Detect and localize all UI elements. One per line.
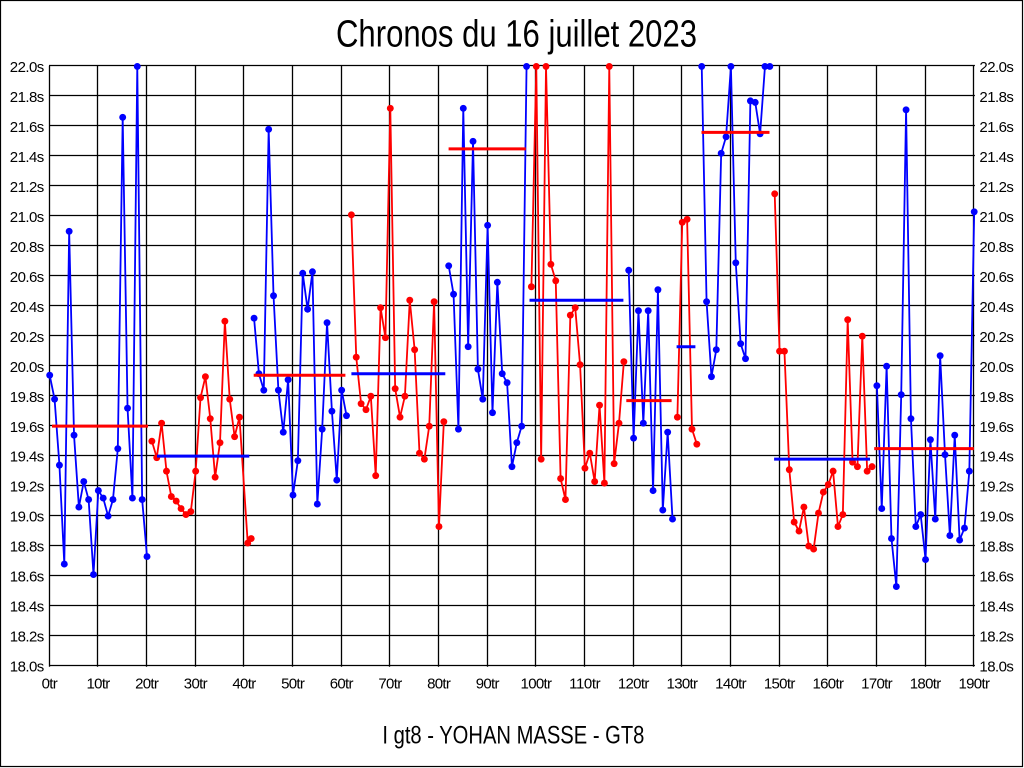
svg-text:20.4s: 20.4s bbox=[10, 299, 45, 316]
svg-text:20.4s: 20.4s bbox=[979, 299, 1014, 316]
svg-text:18.6s: 18.6s bbox=[979, 569, 1014, 586]
svg-text:140tr: 140tr bbox=[715, 675, 747, 692]
svg-text:18.0s: 18.0s bbox=[979, 659, 1014, 676]
svg-text:22.0s: 22.0s bbox=[10, 59, 45, 76]
svg-text:18.2s: 18.2s bbox=[10, 629, 45, 646]
svg-text:21.4s: 21.4s bbox=[979, 149, 1014, 166]
svg-text:21.8s: 21.8s bbox=[10, 89, 45, 106]
svg-text:18.4s: 18.4s bbox=[10, 599, 45, 616]
svg-text:10tr: 10tr bbox=[87, 675, 111, 692]
svg-text:110tr: 110tr bbox=[569, 675, 601, 692]
svg-text:19.2s: 19.2s bbox=[10, 479, 45, 496]
svg-text:130tr: 130tr bbox=[667, 675, 699, 692]
svg-text:18.8s: 18.8s bbox=[979, 539, 1014, 556]
svg-text:21.2s: 21.2s bbox=[979, 179, 1014, 196]
svg-text:18.0s: 18.0s bbox=[10, 659, 45, 676]
svg-text:20.6s: 20.6s bbox=[979, 269, 1014, 286]
svg-text:170tr: 170tr bbox=[861, 675, 893, 692]
svg-text:60tr: 60tr bbox=[330, 675, 354, 692]
svg-text:80tr: 80tr bbox=[427, 675, 451, 692]
svg-text:19.4s: 19.4s bbox=[979, 449, 1014, 466]
svg-text:20.0s: 20.0s bbox=[979, 359, 1014, 376]
svg-text:20.6s: 20.6s bbox=[10, 269, 45, 286]
svg-text:21.0s: 21.0s bbox=[979, 209, 1014, 226]
svg-text:22.0s: 22.0s bbox=[979, 59, 1014, 76]
svg-text:20.2s: 20.2s bbox=[10, 329, 45, 346]
svg-text:19.0s: 19.0s bbox=[979, 509, 1014, 526]
svg-text:0tr: 0tr bbox=[42, 675, 58, 692]
svg-text:30tr: 30tr bbox=[184, 675, 208, 692]
svg-text:40tr: 40tr bbox=[232, 675, 256, 692]
svg-text:160tr: 160tr bbox=[812, 675, 844, 692]
svg-text:21.2s: 21.2s bbox=[10, 179, 45, 196]
svg-text:19.6s: 19.6s bbox=[10, 419, 45, 436]
svg-text:19.8s: 19.8s bbox=[979, 389, 1014, 406]
svg-text:21.0s: 21.0s bbox=[10, 209, 45, 226]
svg-text:21.4s: 21.4s bbox=[10, 149, 45, 166]
svg-text:19.6s: 19.6s bbox=[979, 419, 1014, 436]
svg-text:50tr: 50tr bbox=[281, 675, 305, 692]
svg-text:19.4s: 19.4s bbox=[10, 449, 45, 466]
svg-text:20.8s: 20.8s bbox=[979, 239, 1014, 256]
svg-text:18.4s: 18.4s bbox=[979, 599, 1014, 616]
svg-text:21.6s: 21.6s bbox=[979, 119, 1014, 136]
svg-text:150tr: 150tr bbox=[764, 675, 796, 692]
svg-text:70tr: 70tr bbox=[378, 675, 402, 692]
svg-text:21.8s: 21.8s bbox=[979, 89, 1014, 106]
svg-text:120tr: 120tr bbox=[618, 675, 650, 692]
svg-text:100tr: 100tr bbox=[521, 675, 553, 692]
svg-text:180tr: 180tr bbox=[910, 675, 942, 692]
svg-text:20.0s: 20.0s bbox=[10, 359, 45, 376]
svg-text:18.6s: 18.6s bbox=[10, 569, 45, 586]
svg-text:Chronos du 16 juillet 2023: Chronos du 16 juillet 2023 bbox=[336, 14, 697, 56]
svg-text:I gt8 - YOHAN MASSE - GT8: I gt8 - YOHAN MASSE - GT8 bbox=[382, 722, 644, 750]
svg-text:20.2s: 20.2s bbox=[979, 329, 1014, 346]
svg-text:90tr: 90tr bbox=[476, 675, 500, 692]
svg-text:19.0s: 19.0s bbox=[10, 509, 45, 526]
svg-text:19.2s: 19.2s bbox=[979, 479, 1014, 496]
svg-text:18.2s: 18.2s bbox=[979, 629, 1014, 646]
svg-text:20tr: 20tr bbox=[135, 675, 159, 692]
svg-text:18.8s: 18.8s bbox=[10, 539, 45, 556]
svg-text:20.8s: 20.8s bbox=[10, 239, 45, 256]
svg-text:190tr: 190tr bbox=[958, 675, 990, 692]
svg-text:19.8s: 19.8s bbox=[10, 389, 45, 406]
svg-text:21.6s: 21.6s bbox=[10, 119, 45, 136]
